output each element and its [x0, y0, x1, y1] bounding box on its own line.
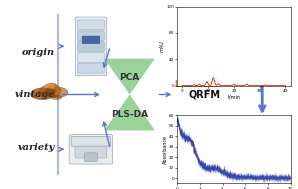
Text: vintage: vintage — [15, 90, 55, 99]
Text: QRFM: QRFM — [188, 90, 220, 99]
Polygon shape — [31, 88, 55, 100]
FancyBboxPatch shape — [77, 20, 104, 29]
Text: Quantitative: Quantitative — [235, 34, 289, 43]
FancyBboxPatch shape — [77, 53, 104, 62]
Polygon shape — [104, 94, 155, 130]
FancyBboxPatch shape — [82, 36, 100, 44]
Y-axis label: Absorbance: Absorbance — [162, 135, 167, 164]
FancyBboxPatch shape — [75, 143, 107, 158]
Text: Quantum: Quantum — [242, 123, 282, 132]
FancyBboxPatch shape — [71, 137, 111, 146]
FancyBboxPatch shape — [75, 17, 107, 76]
FancyBboxPatch shape — [85, 153, 97, 162]
Text: PLS-DA: PLS-DA — [111, 110, 148, 119]
Text: PCA: PCA — [119, 73, 140, 82]
Polygon shape — [51, 94, 63, 100]
Polygon shape — [45, 88, 57, 94]
Polygon shape — [44, 87, 68, 98]
Polygon shape — [104, 59, 155, 94]
FancyBboxPatch shape — [69, 135, 113, 164]
Text: Evaluation: Evaluation — [174, 80, 220, 89]
Y-axis label: mAU: mAU — [160, 40, 165, 52]
FancyBboxPatch shape — [77, 42, 104, 51]
Text: origin: origin — [22, 48, 55, 57]
X-axis label: t/min: t/min — [227, 94, 240, 100]
FancyBboxPatch shape — [77, 31, 104, 40]
Polygon shape — [47, 84, 60, 97]
Polygon shape — [39, 91, 50, 97]
Polygon shape — [38, 83, 56, 96]
Text: variety: variety — [18, 143, 55, 152]
FancyBboxPatch shape — [77, 64, 104, 73]
